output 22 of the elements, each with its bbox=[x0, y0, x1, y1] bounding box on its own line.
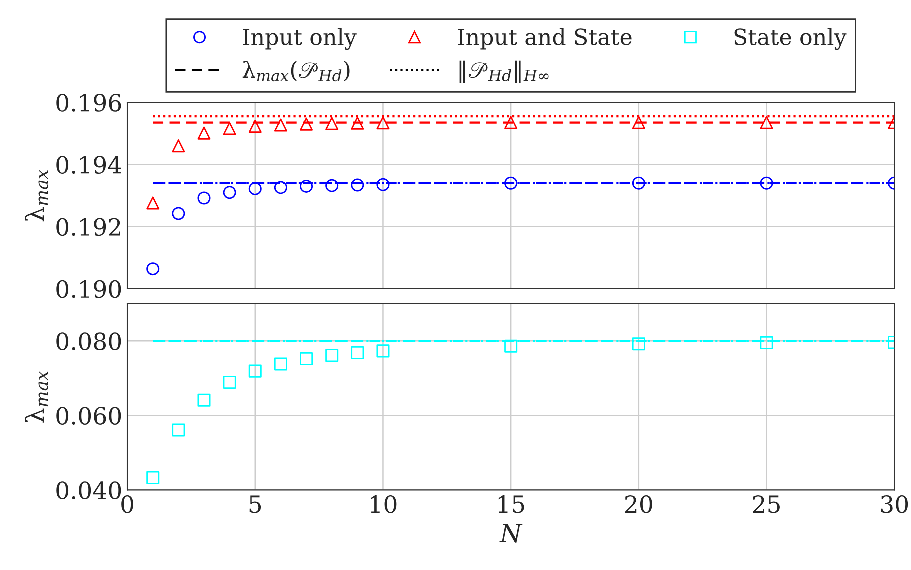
y-tick-label: 0.196 bbox=[56, 94, 122, 112]
y-tick-label: 0.060 bbox=[56, 407, 122, 425]
legend-label: ‖𝒫$_{Hd}$‖$_{H∞}$ bbox=[460, 60, 549, 84]
x-tick-label: 10 bbox=[371, 495, 397, 514]
y-tick-label: 0.194 bbox=[56, 156, 122, 174]
x-tick-label: 20 bbox=[625, 495, 652, 514]
y-axis-title: λ$_{max}$ bbox=[25, 371, 48, 423]
x-tick-label: 25 bbox=[753, 495, 780, 514]
x-tick-label: 0 bbox=[122, 495, 134, 514]
legend-label: State only bbox=[734, 28, 847, 50]
legend-label: Input only bbox=[243, 28, 357, 50]
y-tick-label: 0.080 bbox=[56, 332, 122, 350]
legend-label: Input and State bbox=[458, 28, 632, 50]
x-tick-label: 5 bbox=[250, 496, 262, 514]
x-tick-label: 15 bbox=[498, 495, 524, 514]
x-axis-title: N bbox=[500, 524, 523, 543]
x-tick-label: 30 bbox=[881, 495, 908, 514]
y-tick-label: 0.192 bbox=[56, 218, 120, 236]
legend-label: λ$_{max}$(𝒫$_{Hd}$) bbox=[242, 60, 350, 82]
y-tick-label: 0.190 bbox=[56, 280, 122, 298]
y-tick-label: 0.040 bbox=[56, 482, 122, 500]
y-axis-title: λ$_{max}$ bbox=[25, 170, 48, 222]
